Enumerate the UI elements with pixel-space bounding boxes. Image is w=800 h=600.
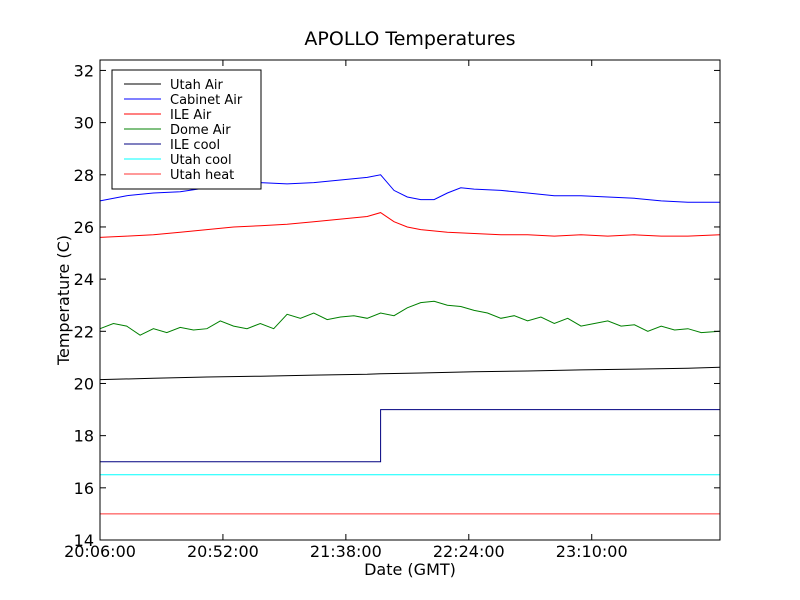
series-line-ile-cool <box>100 409 720 463</box>
legend-label: Utah cool <box>170 153 232 168</box>
legend-item-ile-air: ILE Air <box>124 108 212 123</box>
legend-item-dome-air: Dome Air <box>124 123 231 138</box>
y-tick-label: 30 <box>74 114 94 133</box>
legend-item-utah-air: Utah Air <box>124 78 223 93</box>
legend-label: ILE cool <box>170 138 220 153</box>
series-line-utah-air <box>99 366 721 381</box>
legend-item-ile-cool: ILE cool <box>124 138 220 153</box>
y-tick-label: 28 <box>74 166 94 185</box>
y-tick-label: 16 <box>74 479 94 498</box>
x-tick-label: 22:24:00 <box>433 542 505 561</box>
legend-item-utah-heat: Utah heat <box>124 168 234 183</box>
legend-label: ILE Air <box>170 108 212 123</box>
y-tick-label: 20 <box>74 374 94 393</box>
y-tick-label: 26 <box>74 218 94 237</box>
x-tick-label: 20:52:00 <box>187 542 259 561</box>
y-tick-label: 32 <box>74 61 94 80</box>
legend-label: Utah heat <box>170 168 234 183</box>
chart-title: APOLLO Temperatures <box>304 28 515 50</box>
series-line-dome-air <box>99 300 721 336</box>
legend-item-cabinet-air: Cabinet Air <box>124 93 243 108</box>
y-tick-label: 18 <box>74 427 94 446</box>
legend-label: Dome Air <box>170 123 231 138</box>
y-tick-label: 14 <box>74 531 94 550</box>
legend-label: Cabinet Air <box>170 93 243 108</box>
plot-area-frame <box>99 59 721 541</box>
y-axis-label: Temperature (C) <box>54 235 73 366</box>
legend-label: Utah Air <box>170 78 223 93</box>
legend-item-utah-cool: Utah cool <box>124 153 232 168</box>
x-tick-label: 20:06:00 <box>64 542 136 561</box>
y-tick-label: 22 <box>74 322 94 341</box>
series-line-ile-air <box>99 212 721 238</box>
tick-layer: 14 16 18 20 22 24 26 28 30 32 20:06:00 20:52:00 21:3… <box>64 60 720 561</box>
x-tick-label: 21:38:00 <box>310 542 382 561</box>
y-tick-label: 24 <box>74 270 94 289</box>
x-axis-label: Date (GMT) <box>364 560 456 579</box>
x-tick-label: 23:10:00 <box>556 542 628 561</box>
